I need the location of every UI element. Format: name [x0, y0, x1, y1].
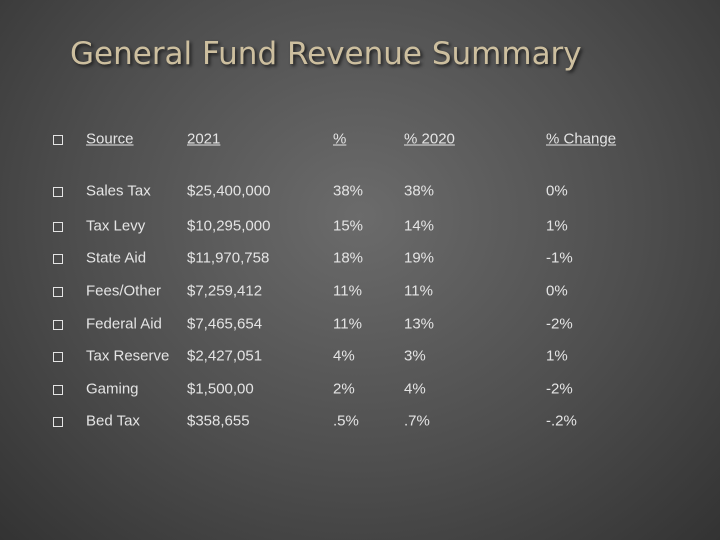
table-cell: Gaming — [86, 380, 139, 398]
table-cell: Sales Tax — [86, 182, 151, 200]
table-cell: 38% — [333, 182, 364, 200]
table-cell: .7% — [404, 412, 430, 430]
header-cell: % — [333, 130, 347, 148]
bullet — [53, 385, 63, 395]
table-cell: 11% — [333, 315, 362, 333]
table-cell: 14% — [404, 217, 435, 235]
table-cell: $11,970,758 — [187, 249, 270, 267]
bullet — [53, 254, 63, 264]
bullet — [53, 320, 63, 330]
slide-title: General Fund Revenue Summary — [70, 36, 582, 72]
table-cell: 13% — [404, 315, 435, 333]
table-cell: .5% — [333, 412, 359, 430]
table-cell: Federal Aid — [86, 315, 162, 333]
table-cell: $10,295,000 — [187, 217, 271, 235]
table-cell: 0% — [546, 182, 568, 200]
table-cell: 38% — [404, 182, 435, 200]
table-cell: $2,427,051 — [187, 347, 263, 365]
table-cell: 1% — [546, 347, 568, 365]
table-cell: $7,259,412 — [187, 282, 263, 300]
table-cell: 18% — [333, 249, 364, 267]
table-cell: -2% — [546, 315, 573, 333]
table-cell: -1% — [546, 249, 573, 267]
table-cell: Bed Tax — [86, 412, 140, 430]
table-cell: Fees/Other — [86, 282, 162, 300]
table-cell: $1,500,00 — [187, 380, 254, 398]
table-cell: State Aid — [86, 249, 147, 267]
bullet — [53, 417, 63, 427]
table-cell: $7,465,654 — [187, 315, 263, 333]
table-cell: 2% — [333, 380, 355, 398]
table-cell: 4% — [333, 347, 355, 365]
table-cell: 3% — [404, 347, 426, 365]
table-cell: $25,400,000 — [187, 182, 271, 200]
table-cell: 11% — [404, 282, 433, 300]
bullet — [53, 135, 63, 145]
table-cell: Tax Levy — [86, 217, 146, 235]
table-cell: 0% — [546, 282, 568, 300]
bullet — [53, 222, 63, 232]
bullet — [53, 352, 63, 362]
table-cell: 11% — [333, 282, 362, 300]
table-cell: 15% — [333, 217, 364, 235]
header-cell: Source — [86, 130, 134, 148]
header-cell: 2021 — [187, 130, 221, 148]
table-cell: $358,655 — [187, 412, 250, 430]
table-cell: 19% — [404, 249, 435, 267]
table-cell: -2% — [546, 380, 573, 398]
table-cell: Tax Reserve — [86, 347, 170, 365]
header-cell: % 2020 — [404, 130, 455, 148]
table-cell: 1% — [546, 217, 568, 235]
header-cell: % Change — [546, 130, 617, 148]
table-cell: -.2% — [546, 412, 577, 430]
bullet — [53, 287, 63, 297]
table-cell: 4% — [404, 380, 426, 398]
bullet — [53, 187, 63, 197]
